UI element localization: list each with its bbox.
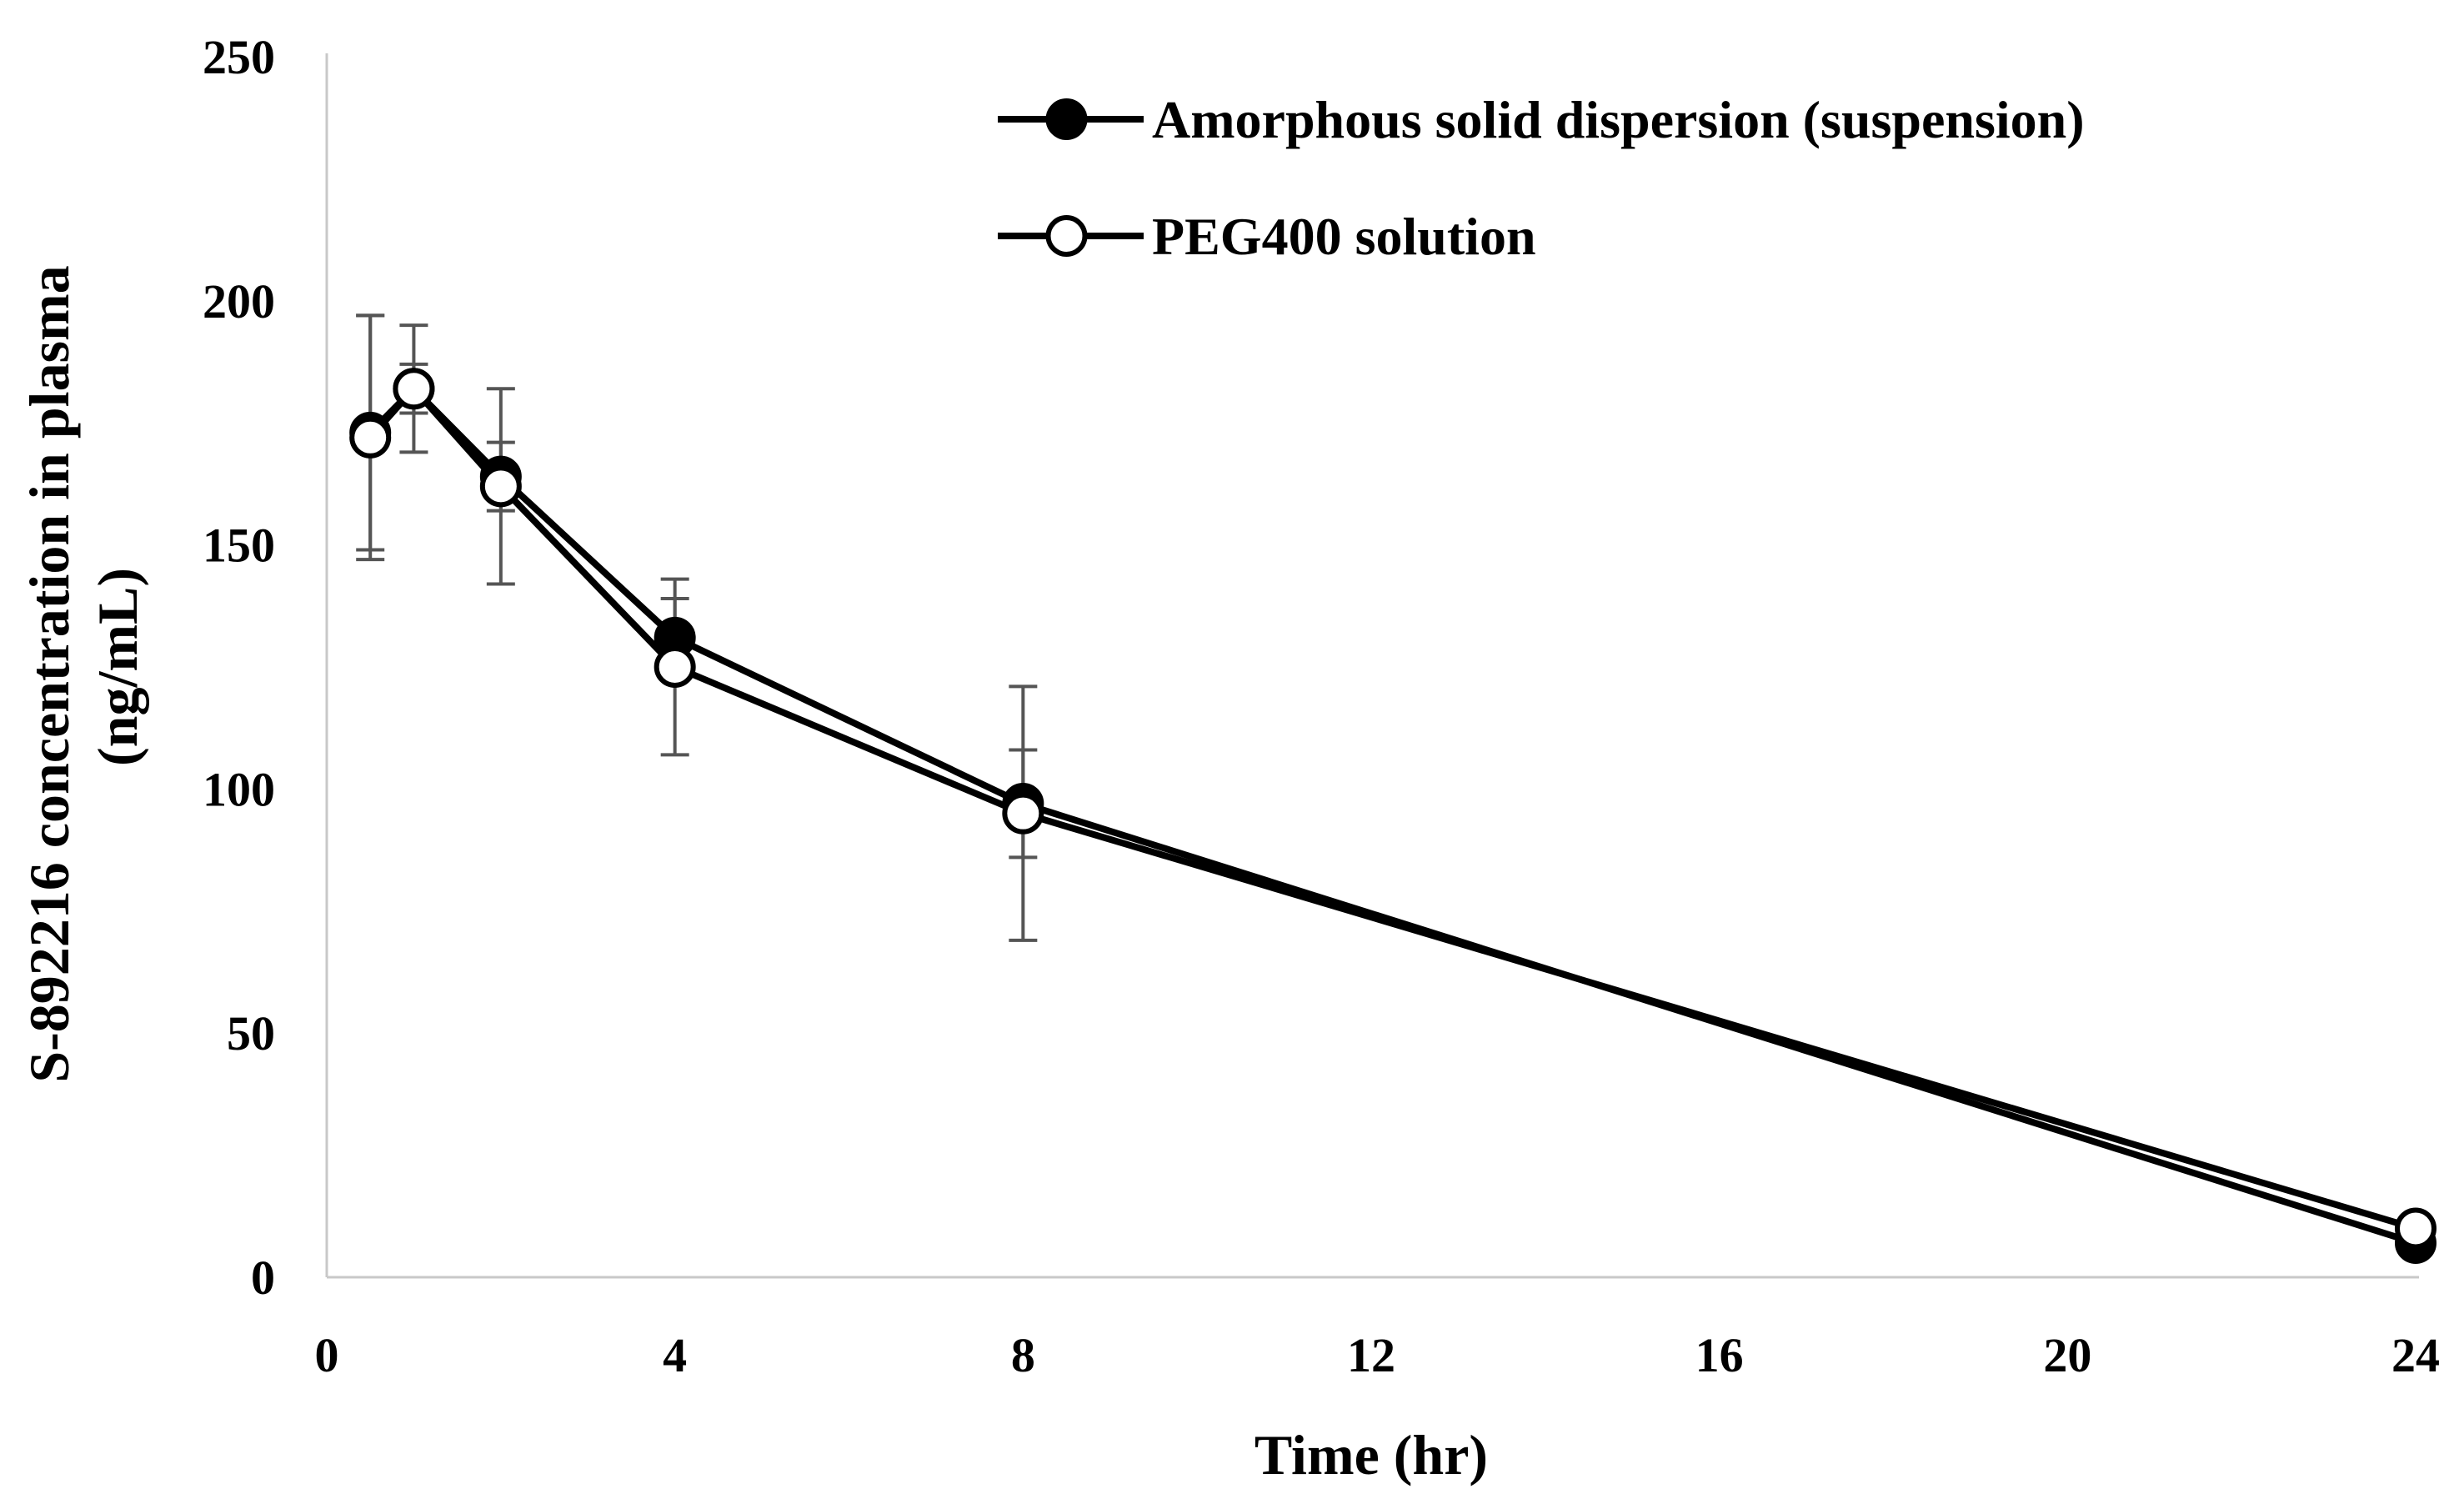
data-point-series-2 xyxy=(2395,1207,2436,1250)
y-tick-label: 0 xyxy=(251,1251,275,1305)
y-axis-title-line-1: S-892216 concentration in plasma xyxy=(18,265,81,1082)
y-tick-label: 250 xyxy=(203,30,275,84)
axes: 0 50 100 150 200 250 0 4 8 12 16 20 24 xyxy=(203,30,2440,1382)
y-tick-label: 50 xyxy=(227,1006,275,1060)
data-point-series-2 xyxy=(654,646,696,688)
x-axis-title: Time (hr) xyxy=(1255,1423,1488,1486)
legend-marker-1 xyxy=(1045,98,1088,140)
series-line-2 xyxy=(368,385,2417,1232)
x-tick-label: 0 xyxy=(315,1328,339,1382)
y-tick-label: 100 xyxy=(203,762,275,816)
x-tick-label: 4 xyxy=(663,1328,687,1382)
x-tick-label: 20 xyxy=(2043,1328,2091,1382)
error-bars xyxy=(356,313,2430,1255)
x-tick-label: 24 xyxy=(2391,1328,2440,1382)
y-tick-label: 150 xyxy=(203,519,275,573)
x-tick-label: 16 xyxy=(1695,1328,1744,1382)
data-point-series-2 xyxy=(1002,792,1044,835)
y-axis-title-line-2: (ng/mL) xyxy=(86,568,149,766)
data-point-series-2 xyxy=(393,368,435,410)
x-tick-label: 8 xyxy=(1011,1328,1035,1382)
legend: Amorphous solid dispersion (suspension) P… xyxy=(998,90,2085,266)
data-point-series-2 xyxy=(349,416,392,459)
legend-label-1: Amorphous solid dispersion (suspension) xyxy=(1152,90,2085,149)
series-line-1 xyxy=(368,385,2417,1246)
series-lines xyxy=(368,385,2417,1246)
y-tick-label: 200 xyxy=(203,274,275,328)
legend-marker-2 xyxy=(1045,215,1088,257)
data-point-series-2 xyxy=(479,465,522,508)
legend-label-2: PEG400 solution xyxy=(1152,207,1536,266)
y-axis-title: S-892216 concentration in plasma (ng/mL) xyxy=(18,251,149,1082)
series-markers xyxy=(349,368,2436,1265)
x-tick-label: 12 xyxy=(1347,1328,1395,1382)
